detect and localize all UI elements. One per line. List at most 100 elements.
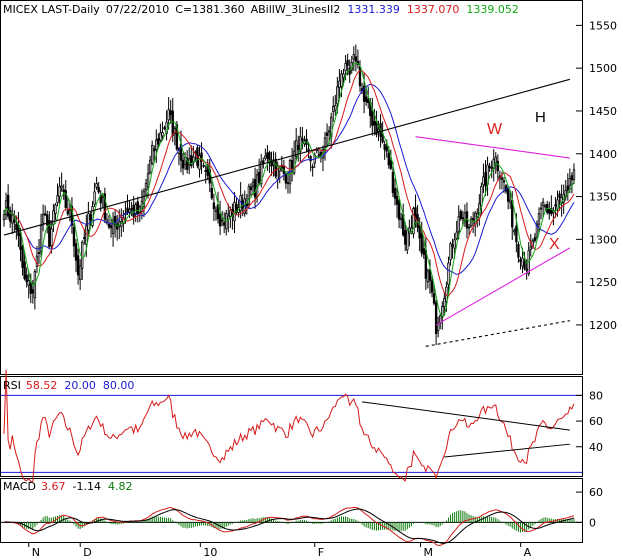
candle-body	[175, 124, 179, 150]
candle-body	[459, 211, 462, 219]
macd-axis-label: 60	[589, 486, 603, 499]
candle-body	[48, 220, 51, 247]
chart-date: 07/22/2010	[106, 3, 169, 16]
candle-body	[496, 160, 500, 172]
moving-average-line	[3, 83, 575, 275]
candle-body	[113, 215, 117, 226]
candle-body	[422, 248, 425, 255]
candle-body	[482, 176, 485, 186]
candle-body	[550, 208, 553, 215]
candle-body	[500, 177, 504, 180]
candle-body	[412, 208, 415, 235]
candle-body	[136, 201, 139, 215]
candle-body	[286, 182, 290, 184]
candle-body	[103, 193, 107, 220]
rsi-axis-label: 40	[589, 441, 603, 454]
date-axis-label: M	[424, 546, 434, 559]
candle-body	[89, 214, 92, 221]
candle-body	[62, 189, 65, 193]
candle-body	[185, 157, 189, 170]
rsi-low-level: 20.00	[64, 379, 96, 392]
candle-body	[387, 152, 390, 166]
rsi-trend-line	[361, 401, 570, 431]
candle-body	[31, 289, 35, 294]
candle-body	[453, 239, 456, 249]
price-axis-label: 1550	[589, 19, 617, 32]
candle-body	[253, 179, 257, 198]
candle-body	[97, 187, 100, 193]
candle-body	[377, 128, 380, 132]
candle-body	[521, 257, 524, 267]
candle-body	[362, 85, 366, 102]
candle-body	[338, 80, 341, 89]
candle-body	[364, 96, 368, 102]
candle-body	[506, 189, 510, 202]
candle-body	[295, 139, 298, 157]
axis-layer: 1200 1250 1300 1350 1400 1450 1500 1550 40 60 80 0 6…	[28, 19, 617, 559]
candle-body	[354, 56, 358, 62]
candle-body	[202, 164, 205, 167]
candle-body	[367, 99, 370, 103]
price-panel-frame	[0, 0, 583, 375]
candle-body	[348, 67, 351, 75]
candle-body	[223, 222, 226, 226]
candle-body	[451, 244, 454, 247]
candle-body	[428, 269, 432, 281]
candle-body	[148, 159, 152, 174]
candle-body	[488, 165, 491, 168]
candle-body	[334, 105, 337, 111]
candle-body	[352, 54, 355, 60]
candle-body	[212, 202, 216, 210]
candle-body	[566, 185, 569, 191]
rsi-label: RSI	[3, 379, 21, 392]
candle-body	[173, 128, 176, 134]
candle-body	[297, 145, 300, 151]
candle-body	[87, 213, 90, 231]
candle-body	[85, 225, 88, 245]
candle-body	[56, 195, 59, 204]
macd-header: MACD 3.67 -1.14 4.82	[3, 480, 132, 493]
candle-body	[93, 191, 96, 205]
candle-body	[329, 116, 333, 138]
candle-body	[467, 226, 471, 229]
trend-line	[415, 136, 570, 159]
candle-body	[513, 229, 516, 233]
candle-body	[404, 230, 407, 245]
candle-body	[29, 283, 32, 294]
macd-signal: -1.14	[72, 480, 100, 493]
trend-line	[435, 247, 571, 326]
candle-body	[529, 246, 532, 250]
candle-body	[535, 223, 539, 238]
candle-body	[214, 209, 218, 212]
candle-body	[301, 138, 304, 141]
candle-body	[50, 228, 53, 247]
candle-body	[397, 200, 401, 220]
chart-title: MICEX LAST-Daily	[3, 3, 100, 16]
candle-body	[130, 208, 133, 210]
candle-body	[229, 209, 232, 217]
macd-layer	[1, 506, 582, 546]
candle-body	[325, 132, 329, 136]
candle-body	[13, 219, 16, 223]
macd-hist: 4.82	[108, 480, 133, 493]
candle-body	[443, 298, 446, 308]
candle-body	[533, 237, 537, 241]
candle-body	[389, 160, 393, 169]
candle-body	[54, 204, 57, 214]
price-axis-label: 1300	[589, 233, 617, 246]
candle-body	[200, 152, 203, 162]
candle-body	[278, 167, 281, 172]
candle-body	[78, 265, 82, 280]
candle-body	[432, 293, 436, 304]
candle-body	[272, 162, 275, 166]
date-axis-label: D	[83, 546, 91, 559]
candle-body	[457, 216, 460, 232]
candle-body	[517, 244, 520, 258]
candle-body	[218, 213, 222, 227]
candle-body	[134, 204, 137, 215]
candle-body	[317, 154, 321, 157]
candle-body	[519, 259, 522, 262]
candle-body	[83, 237, 86, 239]
candle-body	[476, 212, 479, 217]
